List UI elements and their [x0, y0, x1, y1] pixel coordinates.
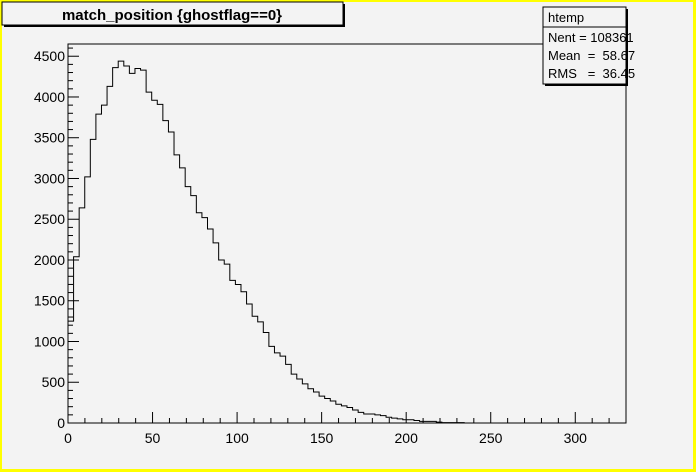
x-tick-label: 100 — [225, 430, 249, 446]
x-tick-label: 50 — [145, 430, 161, 446]
stats-rms: RMS = 36.45 — [548, 66, 635, 81]
y-tick-label: 2000 — [34, 252, 65, 268]
stats-entries: Nent = 108361 — [548, 30, 634, 45]
y-tick-label: 1000 — [34, 333, 65, 349]
x-tick-label: 200 — [395, 430, 419, 446]
y-tick-label: 500 — [42, 374, 66, 390]
x-tick-label: 300 — [564, 430, 588, 446]
y-tick-label: 3000 — [34, 170, 65, 186]
chart-title: match_position {ghostflag==0} — [62, 7, 282, 24]
axes: 0 50 100 150 200 250 3000500100015002000250030… — [34, 47, 610, 446]
y-tick-label: 4000 — [34, 89, 65, 105]
title-box — [1, 1, 344, 26]
y-tick-label: 1500 — [34, 293, 65, 309]
stats-box — [542, 6, 627, 85]
x-tick-label: 0 — [64, 430, 72, 446]
y-tick-label: 0 — [57, 415, 65, 431]
y-tick-label: 4500 — [34, 48, 65, 64]
y-tick-label: 3500 — [34, 130, 65, 146]
stats-name: htemp — [548, 10, 584, 25]
x-tick-label: 250 — [479, 430, 503, 446]
stats-mean: Mean = 58.67 — [548, 48, 635, 63]
x-tick-label: 150 — [310, 430, 334, 446]
plot-frame — [67, 43, 627, 424]
y-tick-label: 2500 — [34, 211, 65, 227]
histogram-line — [67, 60, 626, 424]
